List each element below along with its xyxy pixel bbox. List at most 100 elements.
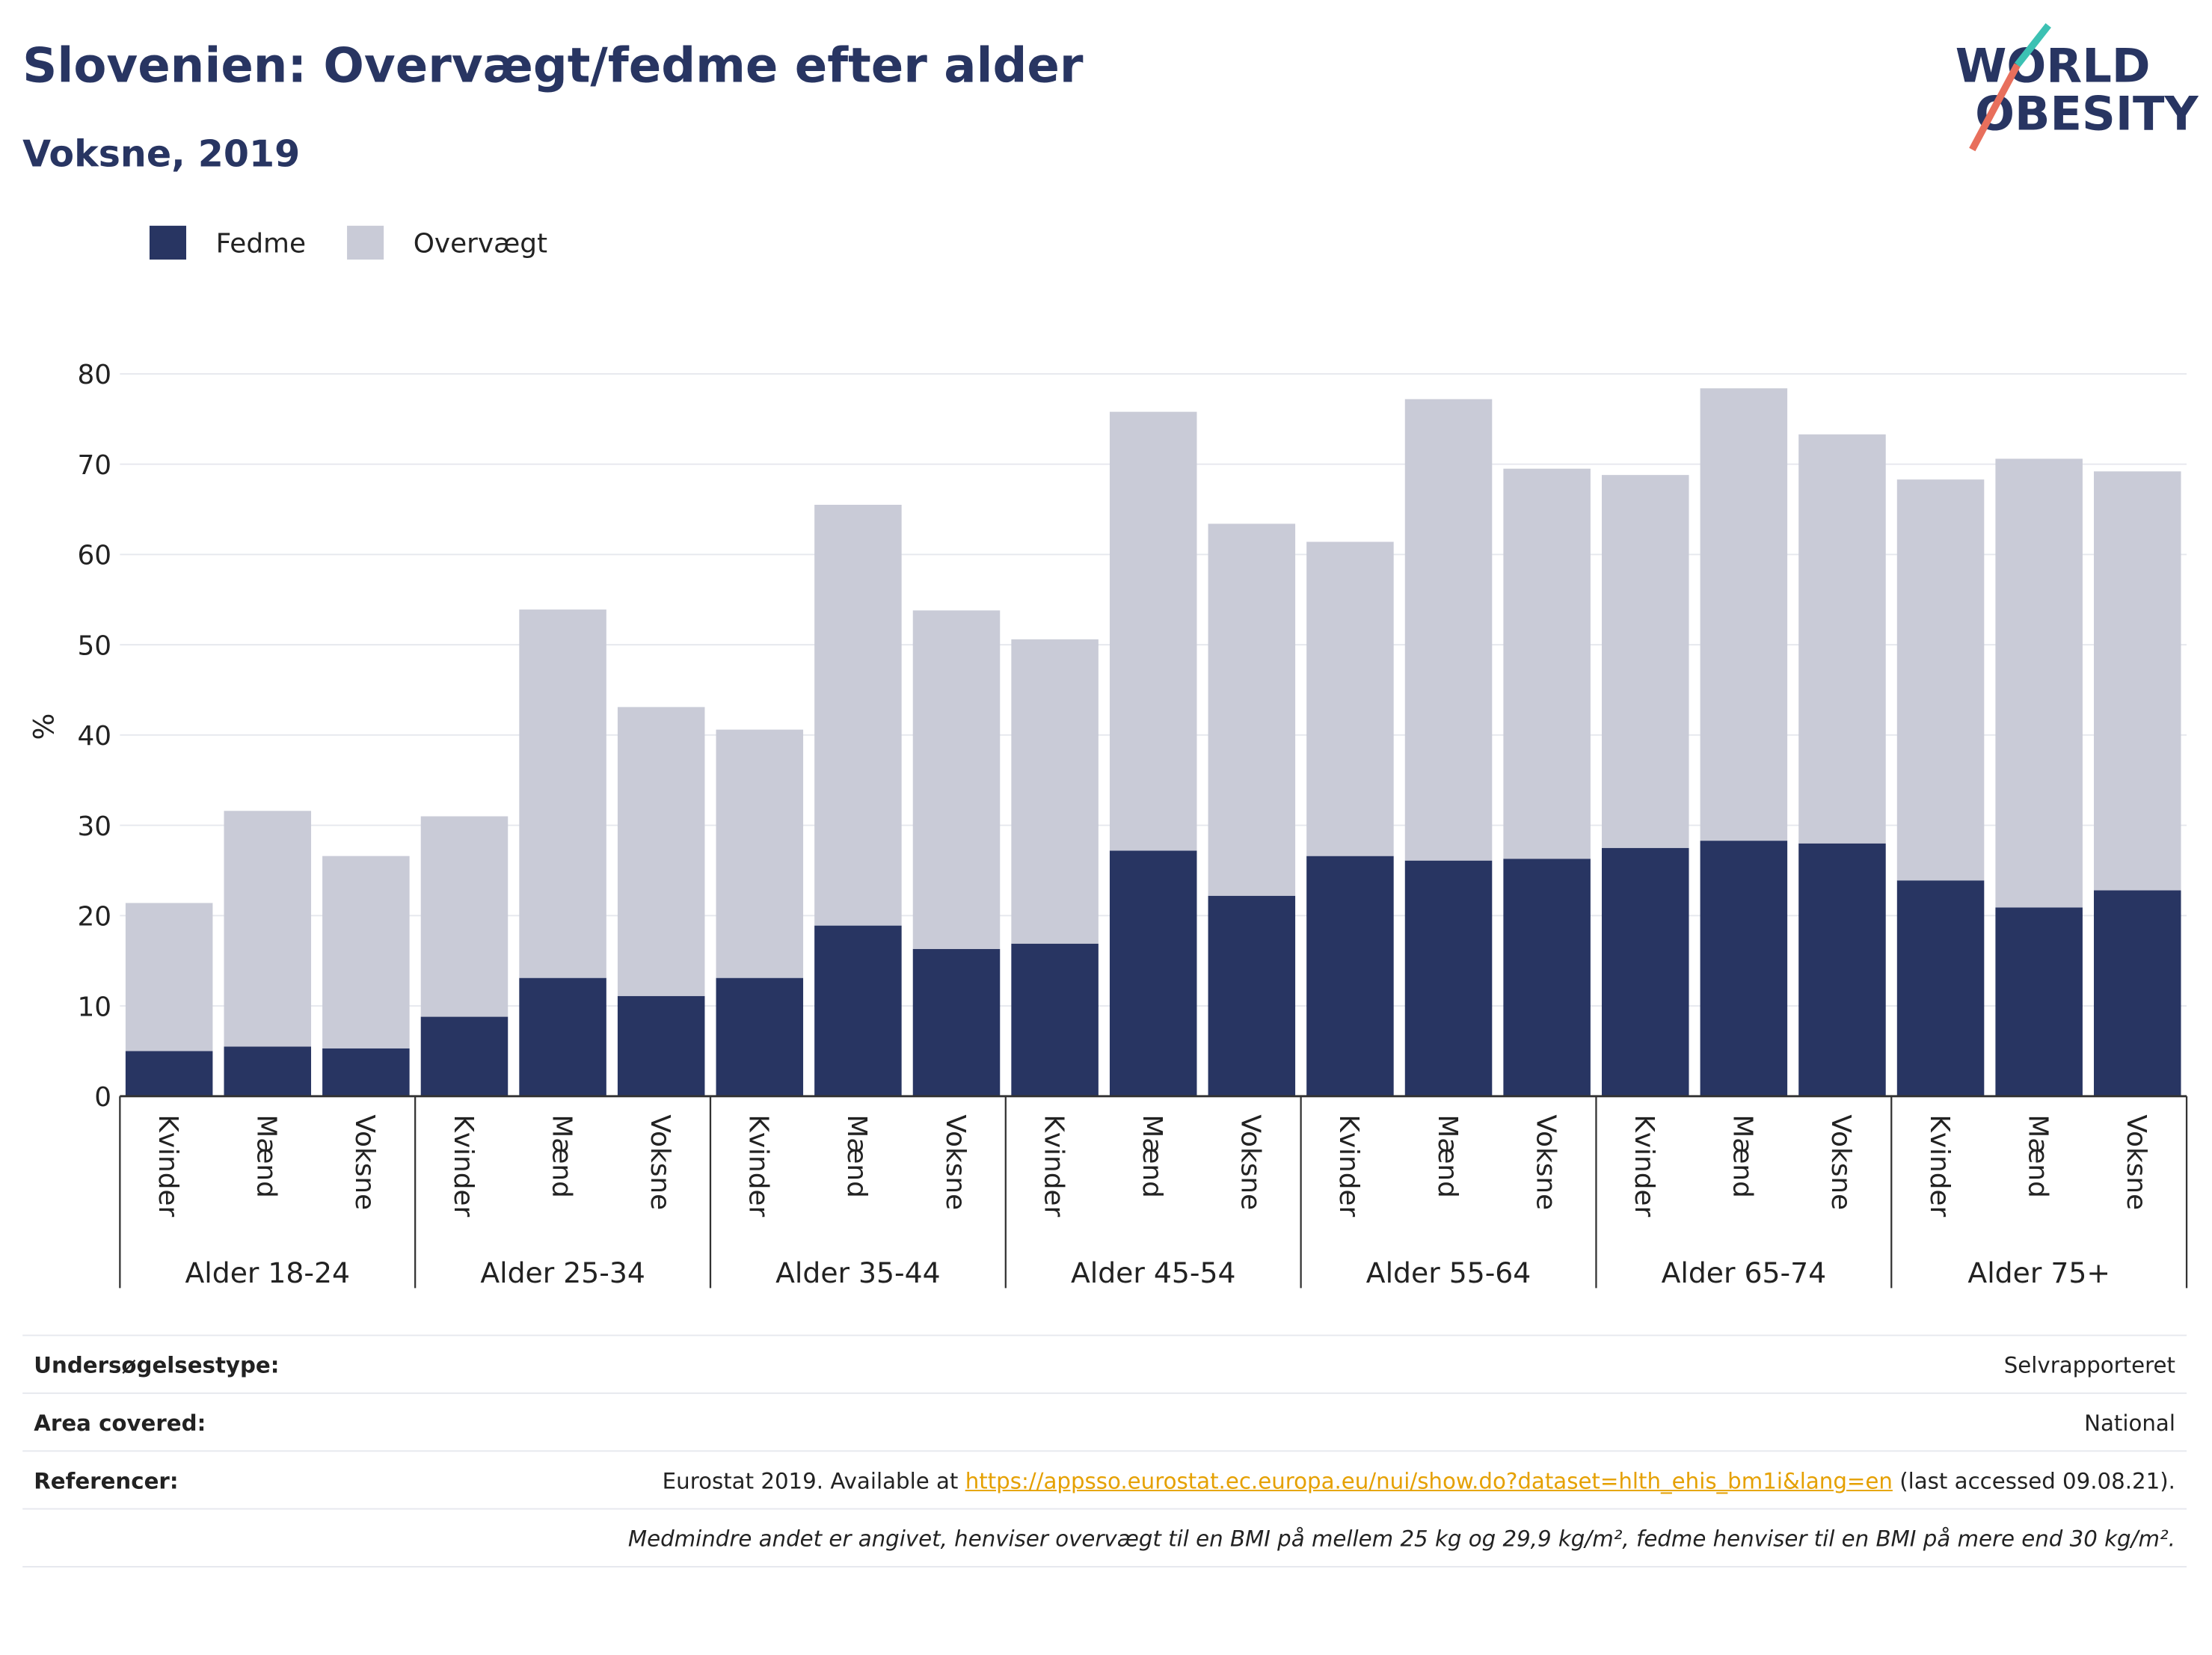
y-tick-label: 60 bbox=[77, 541, 111, 571]
bar-segment bbox=[1503, 468, 1591, 859]
x-tick-label: Voksne bbox=[1530, 1114, 1561, 1210]
group-label: Alder 75+ bbox=[1967, 1256, 2110, 1289]
group-label: Alder 65-74 bbox=[1662, 1256, 1827, 1289]
y-tick-label: 10 bbox=[77, 992, 111, 1022]
bar-segment bbox=[1503, 859, 1591, 1096]
x-tick-label: Kvinder bbox=[448, 1114, 479, 1217]
chart-subtitle: Voksne, 2019 bbox=[22, 132, 300, 176]
logo-text: OBESITY bbox=[1975, 87, 2199, 141]
bar-segment bbox=[1208, 523, 1296, 896]
bar-segment bbox=[814, 925, 902, 1096]
legend-label: Overvægt bbox=[414, 229, 547, 260]
x-tick-label: Kvinder bbox=[1333, 1114, 1364, 1217]
y-tick-label: 0 bbox=[94, 1082, 111, 1113]
bar-segment bbox=[420, 1016, 509, 1096]
bar-segment bbox=[1601, 475, 1689, 848]
bar-segment bbox=[519, 610, 606, 978]
x-tick-label: Kvinder bbox=[743, 1114, 774, 1217]
chart-title: Slovenien: Overvægt/fedme efter alder bbox=[22, 37, 1084, 93]
x-tick-label: Mænd bbox=[546, 1114, 577, 1198]
bar-segment bbox=[1109, 411, 1197, 851]
bar-segment bbox=[519, 977, 606, 1096]
y-tick-label: 30 bbox=[77, 811, 111, 842]
reference-after: (last accessed 09.08.21). bbox=[1899, 1468, 2175, 1494]
bar-segment bbox=[224, 811, 312, 1047]
bar-segment bbox=[1601, 847, 1689, 1096]
legend-label: Fedme bbox=[216, 229, 306, 260]
x-tick-label: Mænd bbox=[1432, 1114, 1463, 1198]
x-tick-label: Voksne bbox=[1235, 1114, 1266, 1210]
info-value: Selvrapporteret bbox=[2003, 1353, 2175, 1379]
bar-segment bbox=[1208, 895, 1296, 1096]
bar-segment bbox=[716, 977, 804, 1096]
legend-swatch bbox=[347, 225, 384, 260]
x-tick-label: Kvinder bbox=[1038, 1114, 1069, 1217]
x-tick-label: Voksne bbox=[349, 1114, 380, 1210]
bar-segment bbox=[1700, 388, 1788, 841]
bar-segment bbox=[1011, 943, 1099, 1096]
bar-segment bbox=[1700, 841, 1788, 1096]
y-tick-label: 70 bbox=[77, 450, 111, 481]
bar-segment bbox=[1306, 541, 1394, 856]
bar-segment bbox=[912, 949, 1001, 1096]
bar-segment bbox=[420, 816, 509, 1017]
bar-segment bbox=[2094, 890, 2181, 1096]
bar-segment bbox=[2094, 471, 2181, 891]
info-row: Undersøgelsestype: Selvrapporteret bbox=[22, 1334, 2187, 1393]
bar-segment bbox=[1896, 880, 1985, 1096]
footnote: Medmindre andet er angivet, henviser ove… bbox=[22, 1508, 2187, 1568]
legend-swatch bbox=[149, 225, 187, 260]
info-table: Undersøgelsestype: Selvrapporteret Area co… bbox=[22, 1334, 2187, 1568]
x-tick-label: Mænd bbox=[2022, 1114, 2053, 1198]
x-tick-label: Mænd bbox=[1727, 1114, 1758, 1198]
bar-segment bbox=[1109, 850, 1197, 1096]
info-value: National bbox=[2084, 1410, 2175, 1437]
logo-stroke bbox=[2014, 23, 2051, 67]
bar-segment bbox=[1011, 639, 1099, 944]
bar-segment bbox=[814, 504, 902, 926]
x-tick-label: Kvinder bbox=[1924, 1114, 1955, 1217]
reference-text: Eurostat 2019. Available at bbox=[662, 1468, 959, 1494]
info-label: Referencer: bbox=[34, 1468, 179, 1494]
bar-segment bbox=[1798, 434, 1886, 844]
bar-segment bbox=[1798, 843, 1886, 1096]
bar-segment bbox=[125, 1051, 213, 1096]
logo-text: WORLD bbox=[1956, 38, 2151, 93]
info-row: Referencer: Eurostat 2019. Available at h… bbox=[22, 1450, 2187, 1508]
x-tick-label: Voksne bbox=[1825, 1114, 1856, 1210]
bar-segment bbox=[912, 610, 1001, 950]
info-value: Eurostat 2019. Available at https://apps… bbox=[663, 1469, 2175, 1494]
chart: Slovenien: Overvægt/fedme efter alder Vo… bbox=[22, 23, 2199, 1289]
x-tick-label: Mænd bbox=[1137, 1114, 1167, 1198]
bar-segment bbox=[1306, 856, 1394, 1096]
x-tick-label: Mænd bbox=[841, 1114, 872, 1198]
bar-segment bbox=[1896, 479, 1985, 881]
bar-segment bbox=[1995, 458, 2083, 908]
bar-segment bbox=[322, 1048, 410, 1096]
reference-link[interactable]: https://appsso.eurostat.ec.europa.eu/nui… bbox=[965, 1468, 1893, 1494]
logo-stroke bbox=[1969, 63, 2021, 152]
x-tick-label: Voksne bbox=[645, 1114, 675, 1210]
bar-segment bbox=[1404, 399, 1493, 861]
info-row: Area covered: National bbox=[22, 1392, 2187, 1450]
x-tick-label: Voksne bbox=[2121, 1114, 2151, 1210]
x-tick-label: Voksne bbox=[940, 1114, 971, 1210]
bar-segment bbox=[1995, 907, 2083, 1096]
y-tick-label: 80 bbox=[77, 360, 111, 390]
info-label: Undersøgelsestype: bbox=[34, 1353, 280, 1379]
group-label: Alder 45-54 bbox=[1071, 1256, 1236, 1289]
bar-segment bbox=[125, 903, 213, 1051]
bar-segment bbox=[1404, 860, 1493, 1096]
bar-segment bbox=[617, 707, 705, 996]
info-label: Area covered: bbox=[34, 1410, 206, 1437]
group-label: Alder 35-44 bbox=[775, 1256, 941, 1289]
group-label: Alder 18-24 bbox=[185, 1256, 350, 1289]
bar-segment bbox=[224, 1046, 312, 1096]
bar-segment bbox=[617, 995, 705, 1096]
x-tick-label: Kvinder bbox=[1629, 1114, 1659, 1217]
bar-segment bbox=[322, 856, 410, 1048]
group-label: Alder 55-64 bbox=[1366, 1256, 1531, 1289]
y-tick-label: 50 bbox=[77, 630, 111, 661]
